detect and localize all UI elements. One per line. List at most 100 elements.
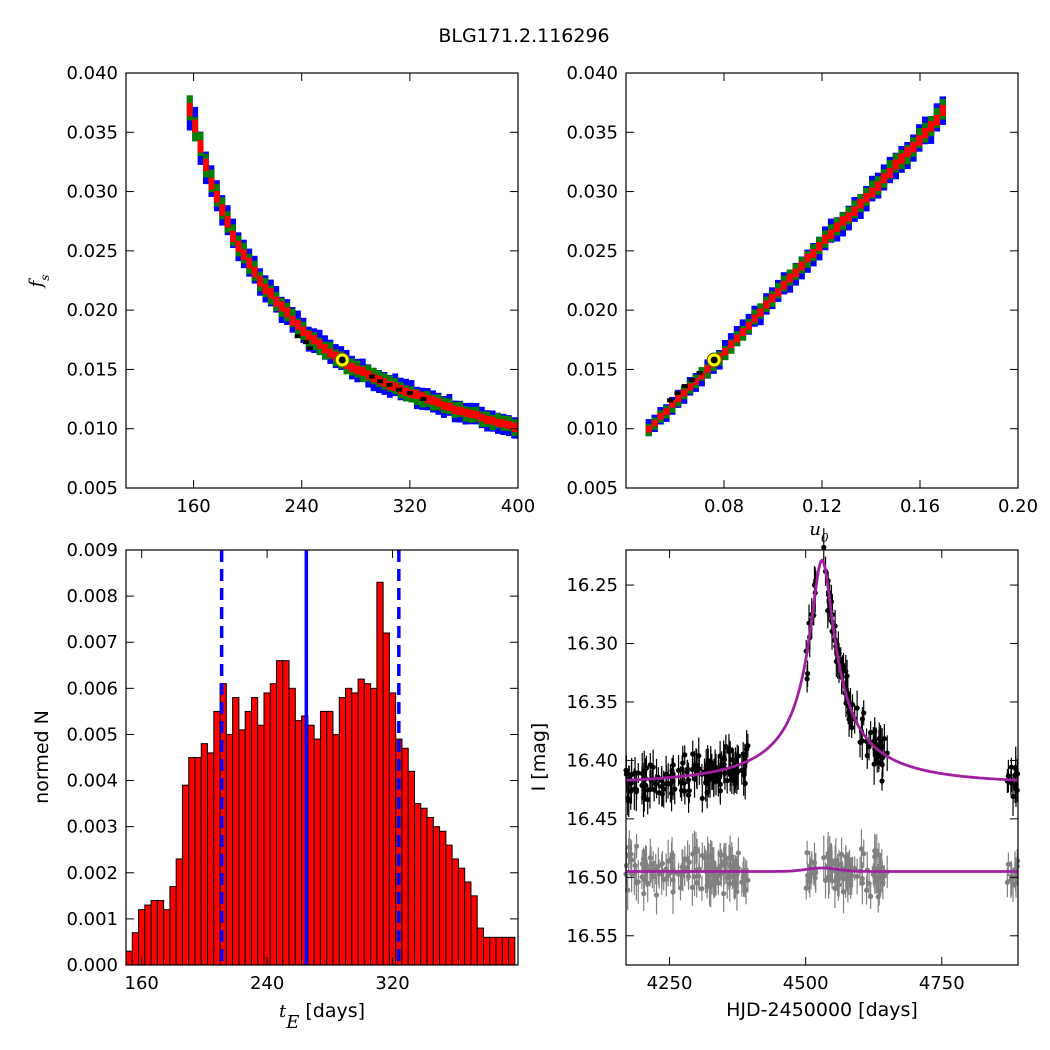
fs-tE-inner-region-cell bbox=[213, 190, 220, 203]
fs-tE-inner-region-cell bbox=[441, 401, 447, 410]
fs-tE-inner-region-cell bbox=[305, 330, 312, 341]
residual-point bbox=[689, 884, 695, 890]
residual-point bbox=[665, 872, 671, 878]
histogram-xtick-label: 240 bbox=[250, 973, 284, 994]
fs-tE-inner-region-cell bbox=[478, 413, 485, 422]
fs-u0-inner-region-cell bbox=[922, 127, 929, 139]
fs-u0-inner-region-cell bbox=[751, 314, 758, 323]
fs-u0-inner-region-cell bbox=[933, 114, 941, 126]
fs-u0-inner-region-cell bbox=[898, 153, 905, 164]
histogram-bar bbox=[263, 692, 271, 966]
histogram-bar bbox=[376, 581, 384, 966]
photometry-point bbox=[670, 778, 676, 784]
histogram-bar bbox=[332, 733, 340, 966]
fs-u0-ytick-label: 0.020 bbox=[566, 300, 618, 321]
histogram-bar bbox=[489, 936, 497, 966]
light-curve-ytick-label: 16.30 bbox=[566, 634, 618, 655]
photometry-point bbox=[665, 781, 671, 787]
histogram-bar bbox=[313, 738, 321, 966]
fs-u0-inner-region-cell bbox=[851, 206, 858, 216]
fs-tE-inner-region-cell bbox=[267, 288, 274, 299]
fs-u0-inner-region-cell bbox=[739, 328, 747, 336]
residual-point bbox=[854, 873, 860, 879]
histogram-xtick-label: 320 bbox=[375, 973, 409, 994]
histogram-bar bbox=[439, 830, 447, 966]
fs-u0-inner-region-cell bbox=[722, 347, 729, 356]
residual-point bbox=[645, 880, 651, 887]
light-curve-xtick-label: 4250 bbox=[647, 973, 693, 994]
residual-point bbox=[691, 874, 698, 880]
fs-u0-ytick-label: 0.040 bbox=[566, 63, 618, 84]
fs-tE-inner-region-cell bbox=[257, 276, 263, 287]
photometry-point bbox=[881, 736, 887, 742]
histogram-bar bbox=[388, 692, 397, 966]
residual-point bbox=[876, 888, 882, 894]
fs-u0-inner-region-cell bbox=[804, 253, 811, 263]
histogram-bar bbox=[338, 697, 347, 966]
residual-point bbox=[626, 852, 632, 858]
fs-u0-inner-region-cell bbox=[745, 321, 752, 330]
fs-u0-inner-region-cell bbox=[939, 105, 946, 116]
fs-tE-core-cell bbox=[396, 387, 403, 392]
fs-tE-core-cell bbox=[406, 391, 413, 396]
histogram-bar bbox=[244, 710, 252, 966]
fs-tE-inner-region-cell bbox=[489, 416, 496, 425]
photometry-point bbox=[741, 772, 747, 778]
residual-point bbox=[838, 862, 844, 868]
fs-tE-inner-region-cell bbox=[208, 177, 215, 190]
histogram-bar bbox=[370, 687, 378, 966]
fs-u0-inner-region-cell bbox=[704, 365, 711, 373]
photometry-point bbox=[650, 764, 656, 770]
histogram-bar bbox=[363, 683, 372, 966]
fs-tE-ytick-label: 0.020 bbox=[66, 300, 118, 321]
fs-tE-core-cell bbox=[306, 346, 313, 351]
light-curve-xtick-label: 4500 bbox=[783, 973, 829, 994]
histogram-ytick-label: 0.002 bbox=[66, 863, 118, 884]
histogram-ytick-label: 0.007 bbox=[66, 632, 118, 653]
histogram-ticks: 160 240 320 0.000 0.001 0.002 0.003 0.004 0.005 0… bbox=[66, 540, 518, 994]
fs-tE-xtick-label: 160 bbox=[176, 496, 210, 517]
residual-point bbox=[858, 846, 865, 852]
fs-u0-inner-region-cell bbox=[927, 121, 935, 132]
histogram-xtick-label: 160 bbox=[125, 973, 159, 994]
photometry-point bbox=[675, 767, 682, 773]
fs-u0-inner-region-cell bbox=[698, 372, 705, 380]
fs-tE-ytick-label: 0.010 bbox=[66, 419, 118, 440]
histogram-bar bbox=[200, 743, 209, 966]
fs-u0-inner-region-cell bbox=[727, 340, 735, 349]
fs-u0-ticks: 0.08 0.12 0.16 0.20 0.005 0.010 0.015 0.020 0.02… bbox=[566, 63, 1038, 517]
photometry-point bbox=[680, 760, 686, 766]
figure-title: BLG171.2.116296 bbox=[438, 25, 609, 47]
fs-axis-label: fs bbox=[26, 275, 52, 290]
fs-tE-inner-region-cell bbox=[192, 119, 199, 133]
residual-point bbox=[653, 892, 660, 898]
fs-tE-inner-region-cell bbox=[224, 216, 231, 228]
fs-tE-axes-frame bbox=[125, 72, 519, 489]
fs-tE-inner-region-cell bbox=[235, 240, 242, 252]
fs-tE-inner-region-cell bbox=[284, 307, 291, 318]
residual-point bbox=[821, 855, 827, 861]
histogram-bar bbox=[138, 909, 146, 966]
light-curve-ytick-label: 16.50 bbox=[566, 867, 618, 888]
residual-point bbox=[715, 872, 721, 878]
fs-u0-inner-region-cell bbox=[692, 377, 699, 385]
fs-tE-inner-region-cell bbox=[500, 419, 507, 428]
tE-histogram-bars bbox=[125, 550, 516, 966]
photometry-point bbox=[699, 795, 705, 802]
histogram-bar bbox=[181, 784, 190, 966]
fs-u0-inner-region-cell bbox=[763, 300, 770, 309]
fs-tE-inner-region-cell bbox=[289, 315, 296, 326]
photometry-point bbox=[645, 796, 651, 803]
light-curve-ytick-label: 16.40 bbox=[566, 750, 618, 771]
histogram-bar bbox=[144, 904, 152, 966]
fs-u0-inner-region-cell bbox=[839, 216, 846, 226]
histogram-bar bbox=[451, 858, 459, 966]
photometry-point bbox=[879, 762, 885, 768]
fs-tE-inner-region-cell bbox=[354, 365, 361, 375]
residual-point bbox=[807, 876, 813, 882]
photometry-point bbox=[696, 766, 702, 772]
light-curve-xtick-label: 4750 bbox=[919, 973, 965, 994]
fs-tE-inner-region-cell bbox=[246, 257, 253, 269]
fs-u0-posterior-map bbox=[645, 96, 946, 437]
photometry-point bbox=[727, 768, 733, 774]
